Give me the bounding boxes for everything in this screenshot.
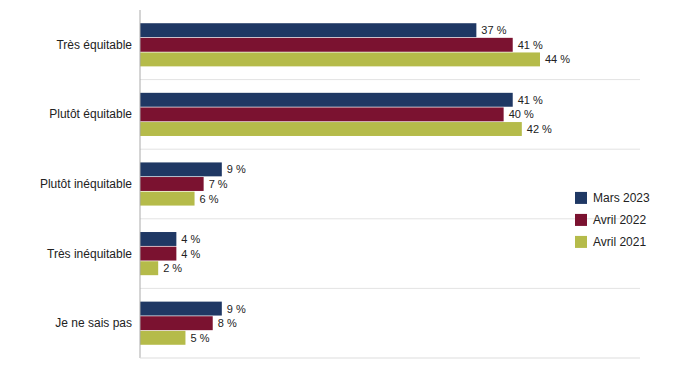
legend-swatch [575, 192, 587, 204]
y-axis-line [140, 10, 141, 358]
bar [140, 261, 158, 275]
legend-label: Avril 2021 [593, 235, 646, 249]
data-label: 2 % [163, 262, 182, 274]
y-tick-label: Plutôt équitable [49, 107, 132, 121]
group-separator [140, 79, 640, 80]
data-label: 42 % [527, 123, 552, 135]
legend-label: Avril 2022 [593, 213, 646, 227]
data-label: 41 % [518, 39, 543, 51]
x-axis-line [140, 358, 640, 359]
bars [140, 23, 540, 345]
axes: Très équitable Plutôt équitable Plutôt iné… [40, 10, 640, 358]
bar [140, 177, 204, 191]
y-tick-label: Je ne sais pas [55, 316, 132, 330]
y-tick-label: Très équitable [56, 38, 132, 52]
data-label: 4 % [181, 248, 200, 260]
chart: 37 % 41 % 9 % 4 % 9 % 41 % 40 % 7 % 4 % 8 % 44 % 42… [0, 0, 700, 368]
data-label: 40 % [509, 108, 534, 120]
y-tick-label: Plutôt inéquitable [40, 177, 132, 191]
separators [140, 80, 640, 289]
group-separator [140, 288, 640, 289]
data-label: 9 % [227, 163, 246, 175]
data-labels: 37 % 41 % 9 % 4 % 9 % 41 % 40 % 7 % 4 % 8 % 44 % 42… [163, 24, 570, 344]
bar [140, 162, 222, 176]
data-label: 8 % [218, 317, 237, 329]
data-label: 44 % [545, 53, 570, 65]
bar [140, 247, 176, 261]
bar [140, 38, 513, 52]
bar [140, 331, 185, 345]
bar [140, 192, 195, 206]
bar [140, 122, 522, 136]
legend-swatch [575, 236, 587, 248]
y-tick-label: Très inéquitable [47, 247, 132, 261]
bar [140, 23, 476, 37]
legend: Mars 2023 Avril 2022 Avril 2021 [575, 191, 650, 249]
bar [140, 93, 513, 107]
data-label: 5 % [190, 332, 209, 344]
bar [140, 232, 176, 246]
bar [140, 52, 540, 66]
data-label: 6 % [200, 193, 219, 205]
data-label: 41 % [518, 94, 543, 106]
data-label: 4 % [181, 233, 200, 245]
bar [140, 302, 222, 316]
legend-swatch [575, 214, 587, 226]
group-separator [140, 218, 640, 219]
group-separator [140, 149, 640, 150]
bar [140, 316, 213, 330]
data-label: 37 % [481, 24, 506, 36]
legend-label: Mars 2023 [593, 191, 650, 205]
data-label: 7 % [209, 178, 228, 190]
data-label: 9 % [227, 303, 246, 315]
bar [140, 107, 504, 121]
